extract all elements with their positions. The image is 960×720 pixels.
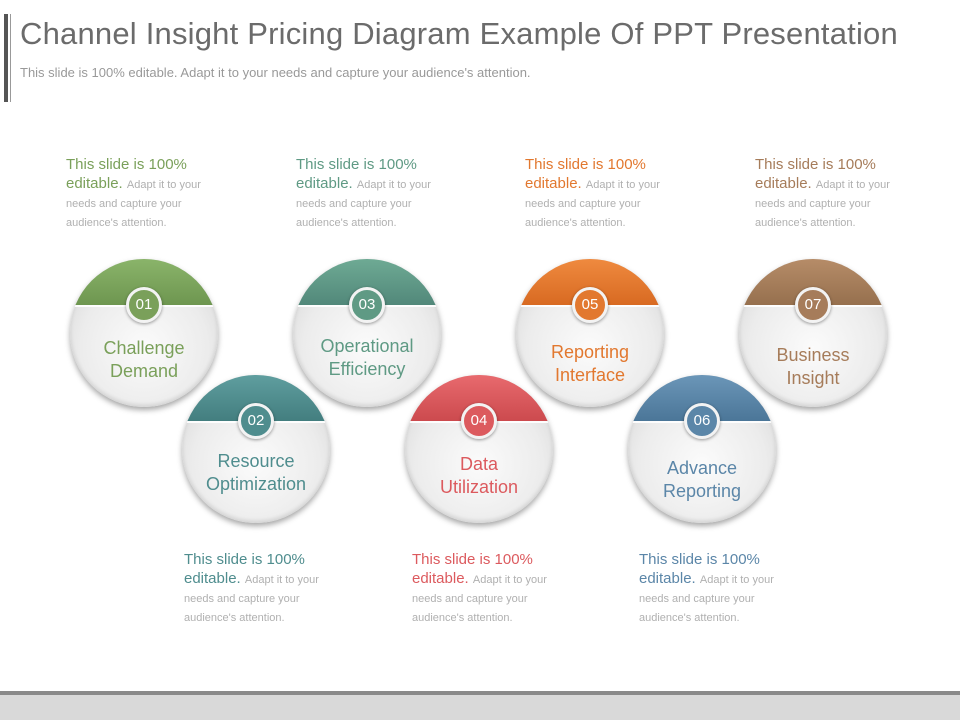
note-heading-line1: This slide is 100% xyxy=(66,156,187,173)
note-heading: This slide is 100% editable. Adapt it to… xyxy=(755,155,893,231)
note-heading-line2: editable. xyxy=(66,175,123,192)
node-number-badge: 04 xyxy=(461,403,497,439)
node-label-line1: Reporting xyxy=(550,342,630,362)
note-heading-line1: This slide is 100% xyxy=(412,551,533,568)
node-label: Resource Optimization xyxy=(192,450,320,496)
node-number-badge: 07 xyxy=(795,287,831,323)
note-heading: This slide is 100% editable. Adapt it to… xyxy=(296,155,434,231)
slide-title: Channel Insight Pricing Diagram Example … xyxy=(20,16,898,51)
note-heading: This slide is 100% editable. Adapt it to… xyxy=(412,550,550,626)
node-circle: 06 Advance Reporting xyxy=(628,375,776,523)
note-heading-line2: editable. xyxy=(412,570,469,587)
node-label-line2: Demand xyxy=(109,361,179,381)
note-heading-line1: This slide is 100% xyxy=(525,156,646,173)
note-body: Adapt it to your needs and capture your … xyxy=(412,574,547,624)
note-heading-line2: editable. xyxy=(184,570,241,587)
title-accent-bar xyxy=(4,14,8,102)
note-heading-line2: editable. xyxy=(296,175,353,192)
note-heading-line2: editable. xyxy=(639,570,696,587)
note-06: This slide is 100% editable. Adapt it to… xyxy=(639,550,777,626)
slide-subtitle: This slide is 100% editable. Adapt it to… xyxy=(20,65,531,80)
note-07: This slide is 100% editable. Adapt it to… xyxy=(755,155,893,231)
node-label-line1: Challenge xyxy=(103,338,185,358)
note-heading: This slide is 100% editable. Adapt it to… xyxy=(525,155,663,231)
node-label: Reporting Interface xyxy=(526,341,654,387)
node-label: Advance Reporting xyxy=(638,457,766,503)
note-heading-line1: This slide is 100% xyxy=(639,551,760,568)
node-02: 02 Resource Optimization xyxy=(182,375,330,523)
node-label-line2: Efficiency xyxy=(328,359,406,379)
note-body: Adapt it to your needs and capture your … xyxy=(184,574,319,624)
node-number-badge: 05 xyxy=(572,287,608,323)
note-03: This slide is 100% editable. Adapt it to… xyxy=(296,155,434,231)
node-04: 04 Data Utilization xyxy=(405,375,553,523)
footer-divider xyxy=(0,691,960,695)
note-04: This slide is 100% editable. Adapt it to… xyxy=(412,550,550,626)
node-label: Data Utilization xyxy=(415,453,543,499)
note-heading-line1: This slide is 100% xyxy=(184,551,305,568)
note-body: Adapt it to your needs and capture your … xyxy=(525,179,660,229)
note-05: This slide is 100% editable. Adapt it to… xyxy=(525,155,663,231)
node-label: Business Insight xyxy=(749,344,877,390)
node-number-badge: 06 xyxy=(684,403,720,439)
note-heading: This slide is 100% editable. Adapt it to… xyxy=(184,550,322,626)
note-heading-line2: editable. xyxy=(525,175,582,192)
node-label-line1: Data xyxy=(459,454,499,474)
footer-band xyxy=(0,695,960,720)
note-body: Adapt it to your needs and capture your … xyxy=(639,574,774,624)
node-label-line2: Optimization xyxy=(205,474,307,494)
node-label-line1: Business xyxy=(776,345,850,365)
node-circle: 02 Resource Optimization xyxy=(182,375,330,523)
note-heading-line2: editable. xyxy=(755,175,812,192)
node-number-badge: 03 xyxy=(349,287,385,323)
note-body: Adapt it to your needs and capture your … xyxy=(755,179,890,229)
note-body: Adapt it to your needs and capture your … xyxy=(296,179,431,229)
node-label: Operational Efficiency xyxy=(303,335,431,381)
note-heading-line1: This slide is 100% xyxy=(296,156,417,173)
node-number-badge: 01 xyxy=(126,287,162,323)
note-heading: This slide is 100% editable. Adapt it to… xyxy=(66,155,204,231)
node-number-badge: 02 xyxy=(238,403,274,439)
node-label-line1: Advance xyxy=(666,458,738,478)
node-label-line2: Utilization xyxy=(439,477,519,497)
note-01: This slide is 100% editable. Adapt it to… xyxy=(66,155,204,231)
note-body: Adapt it to your needs and capture your … xyxy=(66,179,201,229)
node-label: Challenge Demand xyxy=(80,337,208,383)
node-06: 06 Advance Reporting xyxy=(628,375,776,523)
title-accent-line xyxy=(10,14,11,102)
node-label-line2: Insight xyxy=(786,368,840,388)
node-label-line2: Interface xyxy=(554,365,626,385)
node-label-line1: Resource xyxy=(217,451,295,471)
note-heading-line1: This slide is 100% xyxy=(755,156,876,173)
node-circle: 04 Data Utilization xyxy=(405,375,553,523)
node-label-line2: Reporting xyxy=(662,481,742,501)
node-label-line1: Operational xyxy=(320,336,414,356)
note-heading: This slide is 100% editable. Adapt it to… xyxy=(639,550,777,626)
note-02: This slide is 100% editable. Adapt it to… xyxy=(184,550,322,626)
